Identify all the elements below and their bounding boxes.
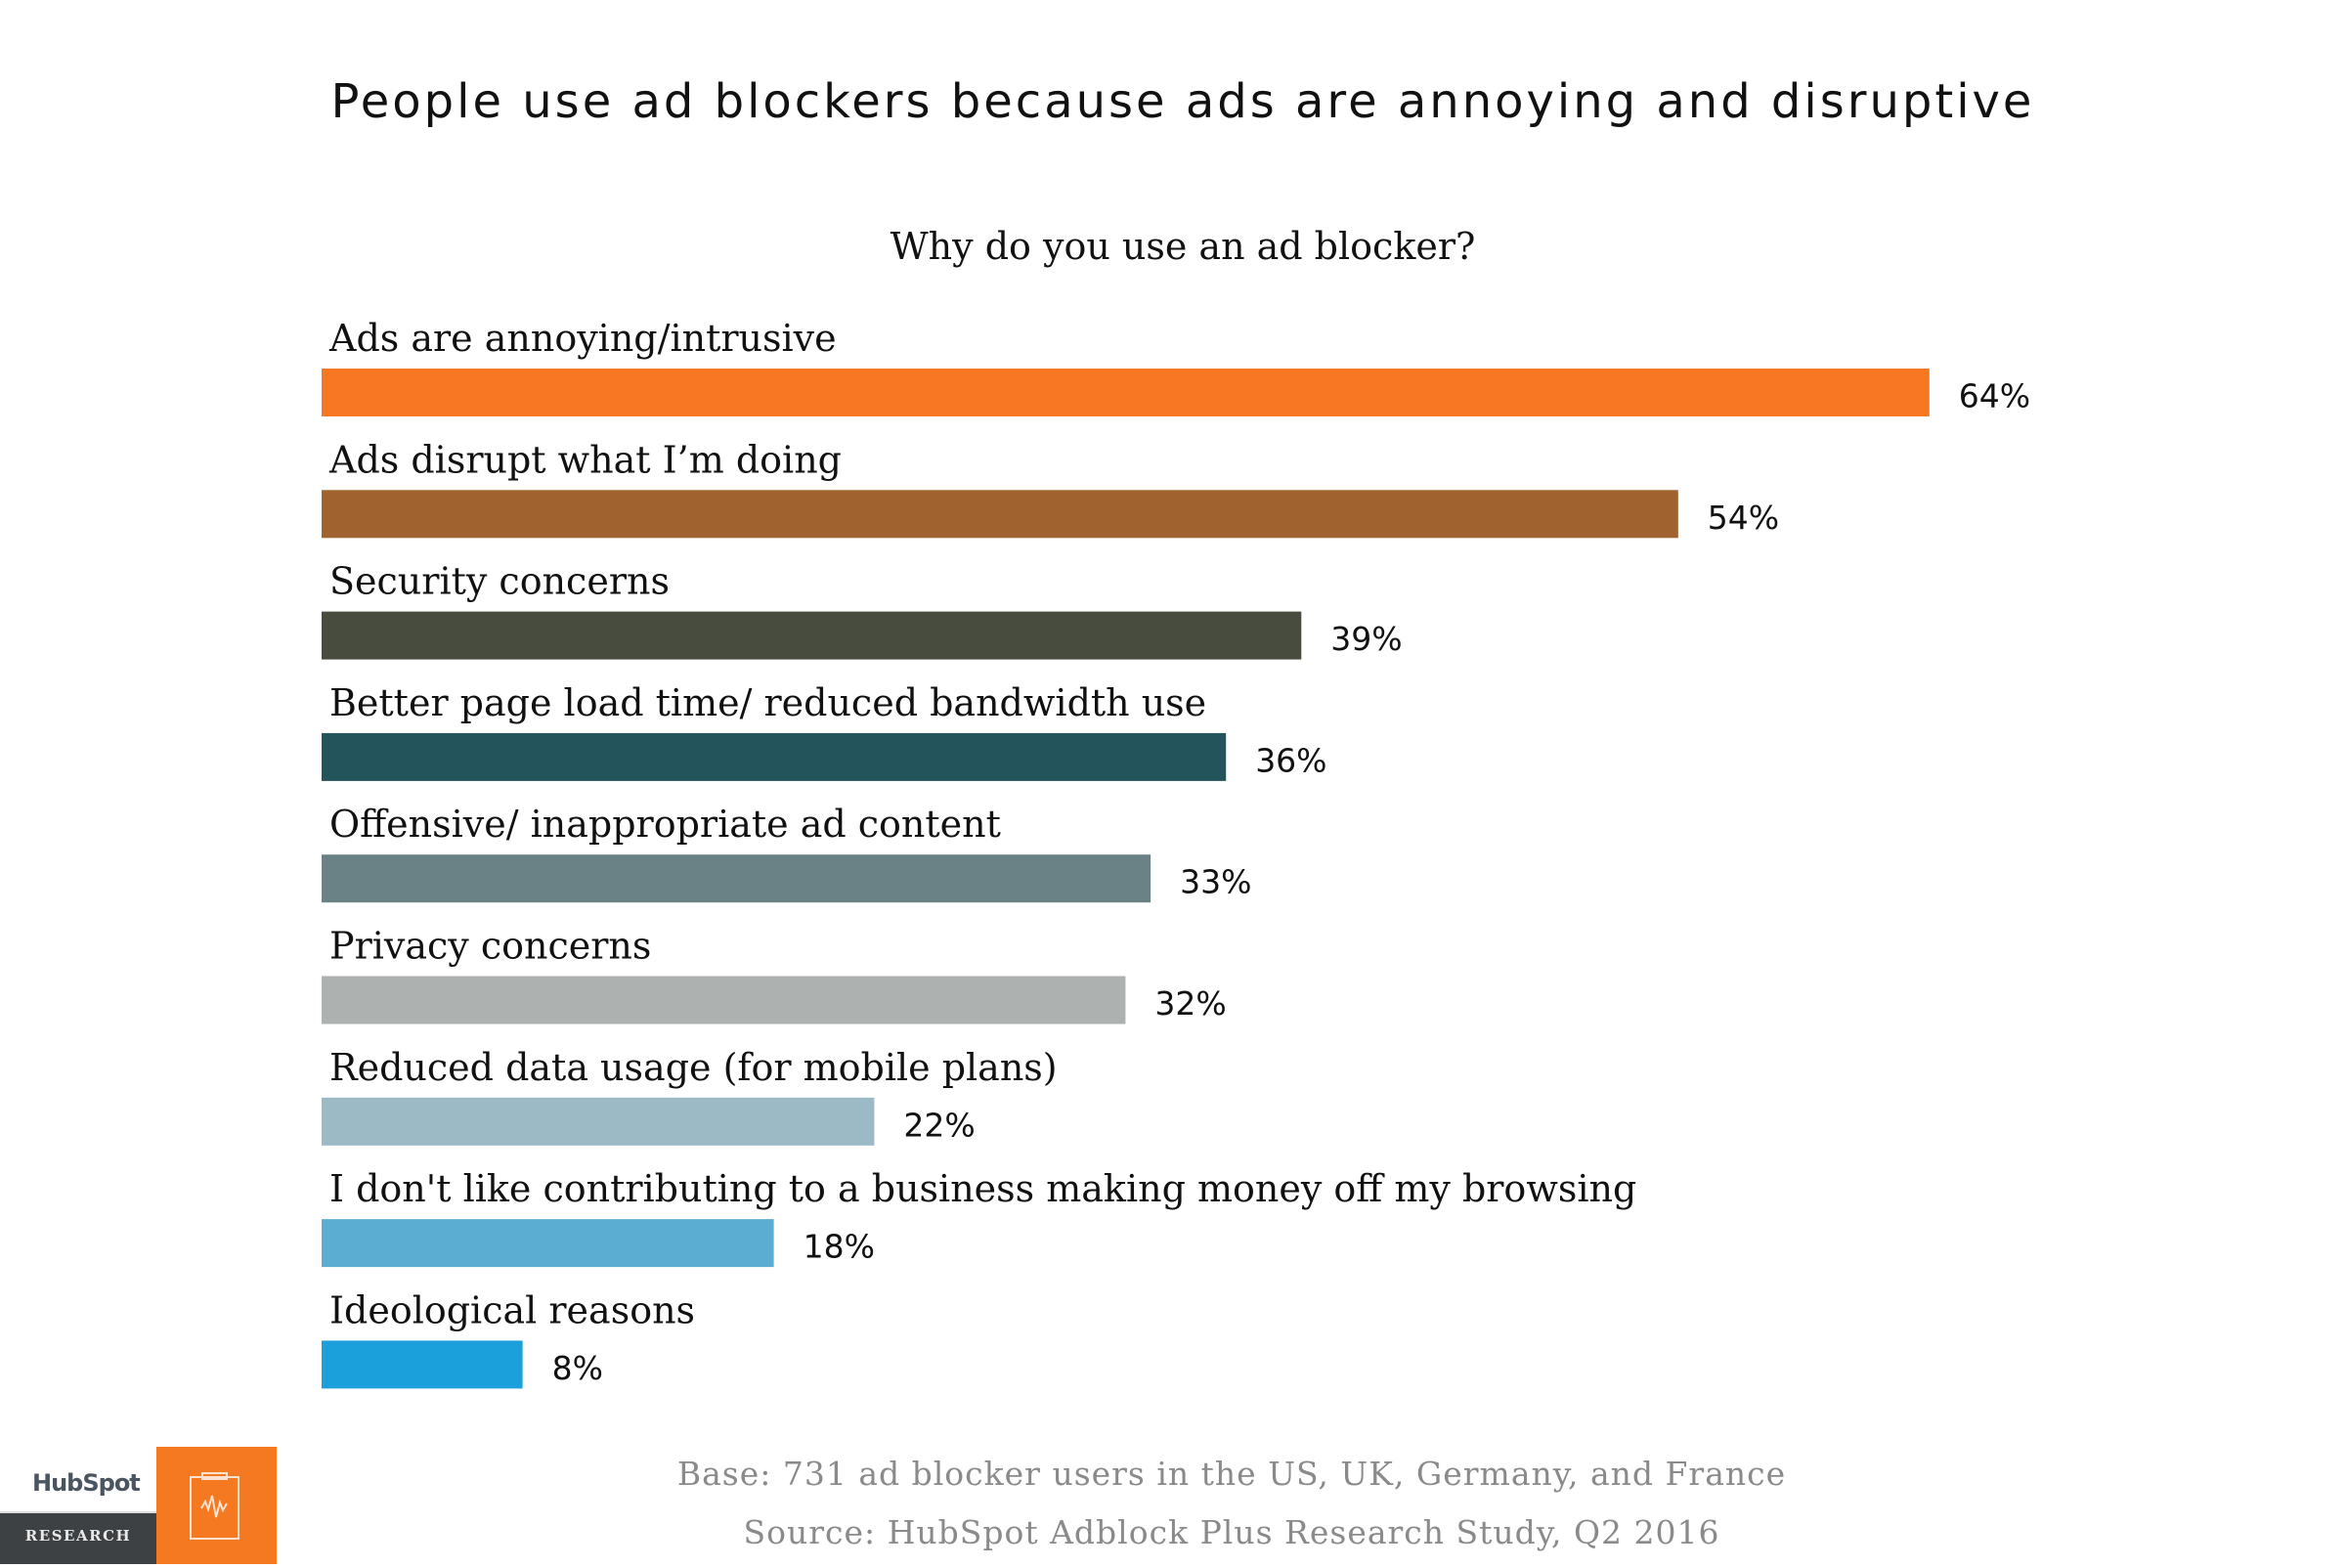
category-label: Better page load time/ reduced bandwidth… [329,681,1206,724]
value-label: 64% [1959,377,2030,415]
clipboard-pulse-icon [190,1472,239,1540]
bar [322,490,1678,539]
value-label: 32% [1154,984,1226,1023]
bar [322,1219,774,1268]
value-label: 33% [1180,863,1251,901]
bar [322,976,1126,1024]
logo-orange-panel [156,1447,277,1564]
bar [322,611,1302,660]
logo-brand: HubSpot [32,1469,141,1497]
logo-tag: RESEARCH [24,1527,132,1545]
bar [322,732,1227,781]
category-label: Security concerns [329,560,670,603]
category-label: I don't like contributing to a business … [329,1167,1636,1210]
logo-white-panel [0,1461,156,1513]
bar [322,854,1151,903]
category-label: Privacy concerns [329,925,651,968]
category-label: Reduced data usage (for mobile plans) [329,1046,1058,1089]
bar [322,369,1930,416]
category-label: Offensive/ inappropriate ad content [329,803,1001,846]
chart-title: People use ad blockers because ads are a… [330,74,2035,129]
value-label: 18% [804,1228,875,1266]
bar [322,1097,875,1146]
category-label: Ads are annoying/intrusive [328,317,837,360]
value-label: 8% [552,1349,603,1387]
bar-chart: Ads are annoying/intrusive 64% Ads disrupt… [322,317,2030,1389]
footer-base: Base: 731 ad blocker users in the US, UK… [676,1455,1787,1493]
category-label: Ideological reasons [329,1288,695,1331]
bar [322,1340,523,1389]
category-label: Ads disrupt what I’m doing [328,438,842,481]
value-label: 54% [1708,499,1779,537]
value-label: 39% [1330,620,1402,658]
value-label: 36% [1255,741,1326,779]
logo-dark-panel [0,1513,156,1564]
chart-subtitle: Why do you use an ad blocker? [890,225,1476,268]
value-label: 22% [903,1106,975,1144]
footer-source: Source: HubSpot Adblock Plus Research St… [743,1513,1720,1551]
